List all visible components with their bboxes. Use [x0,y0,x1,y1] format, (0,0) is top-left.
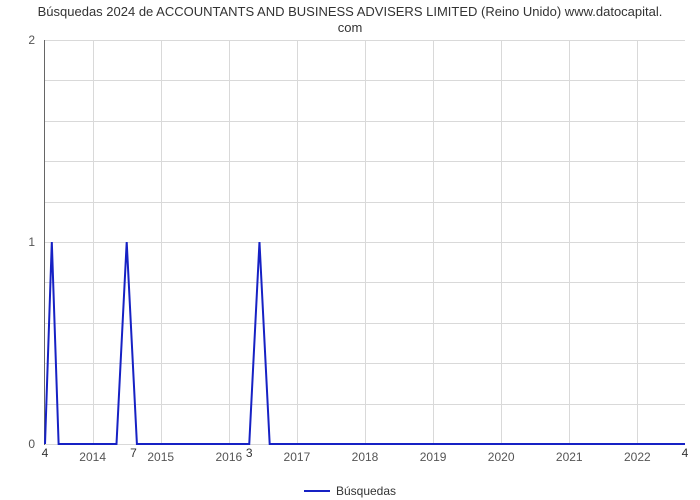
x-tick-label: 2019 [420,444,447,464]
series-data-label: 3 [246,446,253,460]
chart-legend: Búsquedas [0,484,700,498]
chart-plot-area: 0122014201520162017201820192020202120224… [44,40,685,445]
x-tick-label: 2015 [147,444,174,464]
series-line [45,242,685,444]
x-tick-label: 2016 [215,444,242,464]
y-tick-label: 0 [28,437,45,451]
legend-label: Búsquedas [336,484,396,498]
x-tick-label: 2020 [488,444,515,464]
y-tick-label: 1 [28,235,45,249]
x-tick-label: 2017 [284,444,311,464]
chart-line-series [45,40,685,444]
chart-title: Búsquedas 2024 de ACCOUNTANTS AND BUSINE… [0,4,700,37]
legend-swatch [304,490,330,492]
y-tick-label: 2 [28,33,45,47]
chart-title-line2: com [338,20,363,35]
x-tick-label: 2022 [624,444,651,464]
chart-title-line1: Búsquedas 2024 de ACCOUNTANTS AND BUSINE… [38,4,663,19]
series-data-label: 4 [682,446,689,460]
x-tick-label: 2021 [556,444,583,464]
x-tick-label: 2014 [79,444,106,464]
series-data-label: 7 [130,446,137,460]
x-tick-label: 2018 [352,444,379,464]
